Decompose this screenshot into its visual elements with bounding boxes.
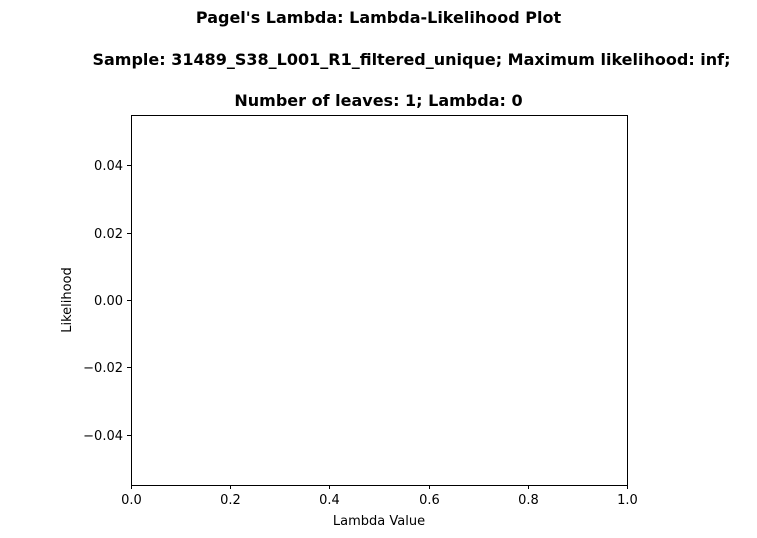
y-axis-ticks: 0.04 0.02 0.00 −0.02 −0.04 bbox=[83, 159, 131, 444]
y-tick-label: 0.02 bbox=[94, 227, 123, 242]
x-axis-label: Lambda Value bbox=[333, 514, 425, 529]
y-tick-label: −0.02 bbox=[83, 361, 123, 376]
chart-title-line-1: Pagel's Lambda: Lambda-Likelihood Plot bbox=[195, 8, 562, 27]
axes-frame bbox=[131, 115, 628, 486]
chart-title-line-3: Number of leaves: 1; Lambda: 0 bbox=[234, 91, 523, 110]
x-tick-label: 0.0 bbox=[121, 493, 142, 508]
y-axis-label: Likelihood bbox=[60, 267, 75, 333]
x-tick-label: 0.2 bbox=[220, 493, 241, 508]
chart-title-line-2: Sample: 31489_S38_L001_R1_filtered_uniqu… bbox=[92, 50, 731, 69]
y-tick-label: 0.04 bbox=[94, 159, 123, 174]
y-tick-label: 0.00 bbox=[94, 294, 123, 309]
x-tick-label: 0.6 bbox=[419, 493, 440, 508]
x-tick-label: 0.8 bbox=[518, 493, 539, 508]
x-tick-label: 0.4 bbox=[319, 493, 340, 508]
x-axis-ticks: 0.0 0.2 0.4 0.6 0.8 1.0 bbox=[121, 485, 638, 508]
y-tick-label: −0.04 bbox=[83, 429, 123, 444]
x-tick-label: 1.0 bbox=[617, 493, 638, 508]
